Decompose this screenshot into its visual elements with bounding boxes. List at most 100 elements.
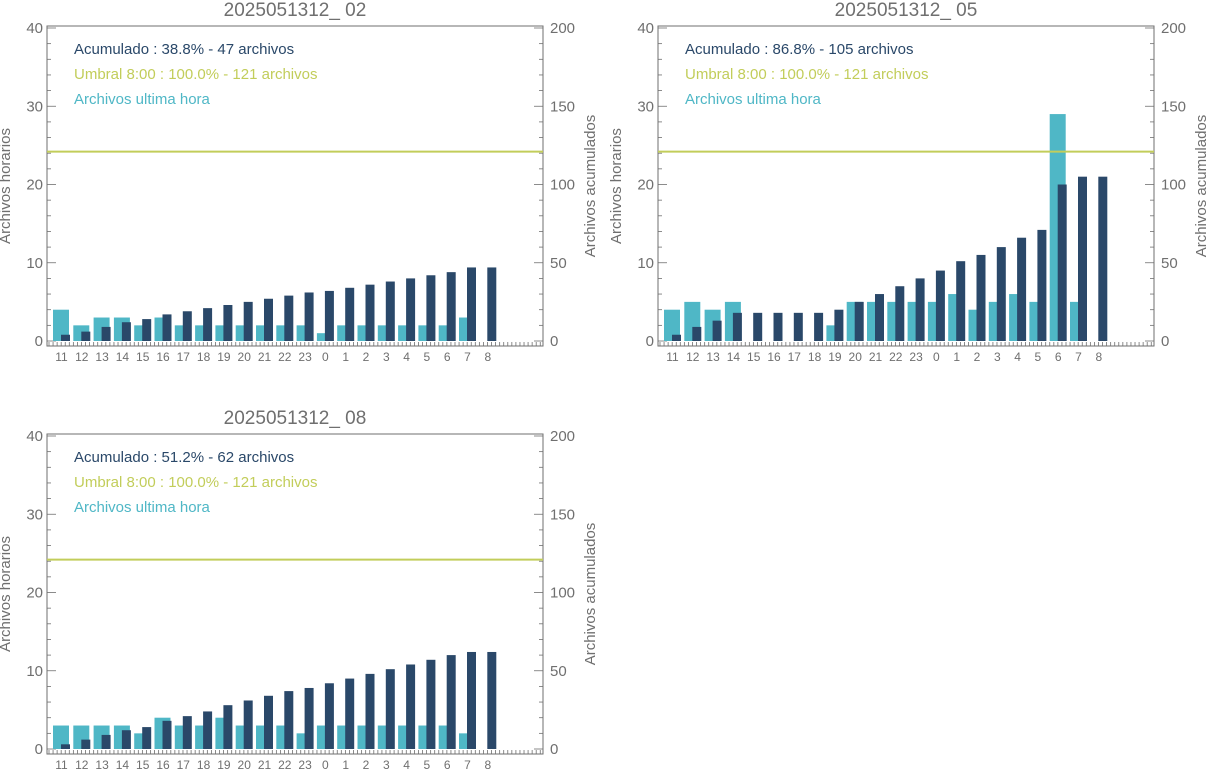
x-tick-label: 21 [869,350,883,364]
x-tick-label: 5 [1035,350,1042,364]
cumulative-bar [324,683,334,749]
legend-entry: Umbral 8:00 : 100.0% - 121 archivos [74,66,317,83]
cumulative-bar [935,270,945,341]
y-right-axis-label: Archivos acumulados [1193,115,1206,258]
x-tick-label: 13 [95,758,109,771]
cumulative-bar [487,267,497,341]
cumulative-bar [162,720,172,749]
y-right-tick-label: 0 [550,741,558,758]
x-tick-label: 14 [116,758,130,771]
cumulative-bar [101,326,111,341]
x-tick-label: 20 [849,350,863,364]
x-tick-label: 18 [808,350,822,364]
x-tick-label: 12 [686,350,700,364]
cumulative-bar [142,727,152,749]
y-right-tick-label: 150 [550,506,575,523]
x-tick-label: 5 [424,350,431,364]
cumulative-bar [81,739,91,749]
x-tick-label: 15 [136,350,150,364]
cumulative-bar [1057,184,1067,341]
cumulative-bar [81,331,91,341]
cumulative-bar [264,298,273,341]
y-right-axis-label: Archivos acumulados [582,115,599,258]
y-left-tick-label: 40 [26,20,43,37]
cumulative-bar [162,314,172,341]
y-right-axis-label: Archivos acumulados [582,523,599,666]
y-left-tick-label: 0 [35,741,43,758]
y-right-tick-label: 100 [550,585,575,602]
cumulative-bar [976,254,986,341]
cumulative-bar [243,301,253,341]
x-tick-label: 13 [706,350,720,364]
chart-panel-3: 2025051312_ 08010203040050100150200Archi… [0,408,599,771]
y-right-tick-label: 0 [550,333,558,350]
x-tick-label: 7 [464,758,471,771]
x-tick-label: 1 [342,758,349,771]
x-tick-label: 0 [933,350,940,364]
x-tick-label: 22 [889,350,903,364]
y-left-tick-label: 0 [646,333,654,350]
x-tick-label: 12 [75,350,89,364]
x-tick-label: 7 [1075,350,1082,364]
cumulative-bar [365,284,375,341]
x-tick-label: 18 [197,350,211,364]
legend-entry: Archivos ultima hora [74,91,211,108]
y-left-tick-label: 10 [26,663,43,680]
legend-entry: Umbral 8:00 : 100.0% - 121 archivos [685,66,928,83]
cumulative-bar [223,305,233,341]
cumulative-bar [324,290,334,341]
cumulative-bar [345,287,355,341]
cumulative-bar [121,730,131,749]
cumulative-bar [406,664,416,749]
cumulative-bar [426,275,436,341]
cumulative-bar [467,267,476,341]
cumulative-bar [854,301,864,341]
cumulative-bar [406,278,416,341]
x-tick-label: 23 [909,350,923,364]
cumulative-bar [284,295,294,341]
cumulative-bar [956,261,966,341]
y-left-axis-label: Archivos horarios [0,128,14,244]
cumulative-bar [672,334,681,341]
x-tick-label: 18 [197,758,211,771]
y-left-tick-label: 10 [26,255,43,272]
chart-title: 2025051312_ 08 [224,408,367,429]
cumulative-bar [895,286,905,341]
y-left-tick-label: 10 [637,255,654,272]
cumulative-bar [142,319,152,341]
plot-frame [46,25,544,347]
x-tick-label: 19 [217,758,231,771]
cumulative-bar [264,695,273,749]
cumulative-bar [732,312,742,341]
x-tick-label: 1 [342,350,349,364]
cumulative-bar [385,669,395,749]
x-tick-label: 16 [156,758,170,771]
y-right-tick-label: 200 [1161,20,1186,37]
x-tick-label: 11 [55,350,68,364]
y-right-tick-label: 200 [550,20,575,37]
x-tick-label: 14 [116,350,130,364]
x-tick-label: 13 [95,350,109,364]
cumulative-bar [182,311,192,341]
plot-frame [657,25,1155,347]
x-tick-label: 2 [974,350,981,364]
cumulative-bar [753,312,763,341]
x-tick-label: 22 [278,350,292,364]
cumulative-bar [446,272,456,341]
chart-title: 2025051312_ 05 [835,0,978,21]
legend-entry: Acumulado : 86.8% - 105 archivos [685,41,913,58]
x-tick-label: 4 [403,350,410,364]
y-right-tick-label: 50 [550,663,567,680]
y-left-tick-label: 40 [637,20,654,37]
x-tick-label: 8 [1095,350,1102,364]
cumulative-bar [243,700,253,749]
x-tick-label: 11 [55,758,68,771]
x-tick-label: 16 [156,350,170,364]
x-tick-label: 16 [767,350,781,364]
x-tick-label: 15 [747,350,761,364]
x-tick-label: 8 [484,758,491,771]
y-left-tick-label: 20 [637,177,654,194]
x-tick-label: 2 [363,350,370,364]
x-tick-label: 1 [953,350,960,364]
cumulative-bar [345,678,355,749]
